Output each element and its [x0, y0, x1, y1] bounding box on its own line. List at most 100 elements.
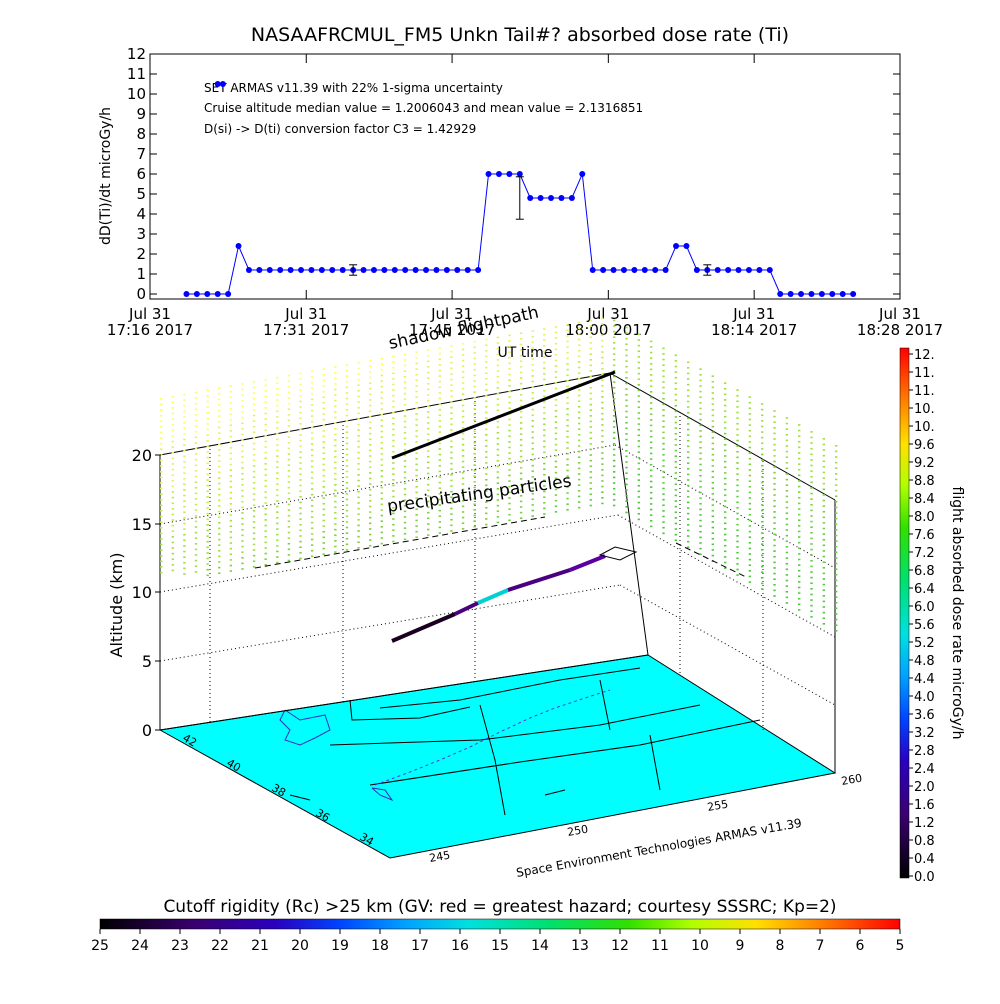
particle-mark	[438, 498, 442, 501]
particle-mark	[797, 463, 801, 465]
particle-mark	[252, 566, 256, 568]
particle-mark	[589, 319, 592, 322]
particle-mark	[183, 404, 186, 407]
particle-mark	[543, 473, 546, 476]
particle-mark	[797, 446, 801, 449]
particle-mark	[357, 401, 360, 403]
particle-mark	[810, 543, 813, 545]
data-point	[183, 291, 190, 297]
particle-mark	[711, 515, 715, 518]
particle-mark	[760, 487, 764, 489]
particle-mark	[241, 562, 244, 565]
particle-mark	[554, 398, 558, 401]
particle-mark	[723, 432, 727, 435]
particle-mark	[264, 524, 267, 527]
shadow-flightpath-left	[254, 516, 546, 569]
particle-mark	[649, 413, 653, 416]
particle-mark	[612, 392, 616, 395]
particle-mark	[206, 484, 209, 487]
particle-mark	[760, 543, 764, 545]
particle-mark	[625, 377, 628, 379]
particle-mark	[450, 524, 453, 527]
particle-mark	[773, 583, 776, 586]
particle-mark	[773, 471, 776, 474]
particle-mark	[380, 419, 383, 422]
particle-mark	[797, 609, 801, 611]
chart-title: NASAAFRCMUL_FM5 Unkn Tail#? absorbed dos…	[251, 24, 789, 46]
particle-mark	[773, 511, 776, 513]
particle-mark	[160, 487, 163, 490]
particle-mark	[357, 373, 360, 375]
particle-mark	[577, 506, 581, 509]
particle-mark	[427, 517, 430, 520]
particle-mark	[810, 616, 813, 618]
particle-mark	[450, 507, 453, 510]
particle-mark	[403, 499, 407, 501]
particle-mark	[241, 456, 244, 458]
particle-mark	[160, 420, 163, 423]
particle-mark	[403, 532, 407, 535]
particle-mark	[276, 477, 279, 480]
particle-mark	[287, 442, 291, 444]
particle-mark	[601, 379, 604, 381]
particle-mark	[392, 428, 395, 431]
altitude-tick-label: 15	[132, 515, 152, 534]
particle-mark	[334, 450, 337, 452]
particle-mark	[241, 534, 244, 537]
particle-mark	[229, 418, 233, 421]
particle-mark	[711, 386, 715, 389]
particle-mark	[543, 378, 546, 381]
particle-mark	[334, 394, 337, 396]
particle-mark	[736, 445, 739, 447]
particle-mark	[508, 418, 511, 421]
particle-mark	[543, 367, 546, 370]
rigidity-colorbar-tick-label: 19	[331, 938, 349, 954]
particle-mark	[241, 484, 244, 486]
particle-mark	[299, 439, 302, 442]
data-point	[798, 291, 805, 297]
particle-mark	[674, 477, 678, 480]
particle-mark	[699, 463, 702, 466]
particle-mark	[461, 387, 465, 390]
particle-mark	[496, 336, 500, 339]
particle-mark	[415, 418, 418, 421]
particle-mark	[322, 446, 325, 449]
data-point	[277, 267, 284, 273]
particle-mark	[403, 420, 407, 423]
particle-mark	[473, 385, 476, 388]
particle-mark	[566, 363, 569, 365]
particle-mark	[380, 441, 383, 444]
particle-mark	[785, 540, 789, 543]
particle-mark	[310, 544, 314, 546]
particle-mark	[686, 495, 690, 498]
particle-mark	[822, 555, 826, 558]
particle-mark	[723, 449, 727, 452]
particle-mark	[543, 457, 546, 459]
particle-mark	[508, 469, 511, 471]
particle-mark	[241, 416, 244, 419]
particle-mark	[183, 500, 186, 502]
particle-mark	[577, 484, 581, 487]
particle-mark	[496, 420, 500, 423]
particle-mark	[241, 472, 244, 475]
particle-mark	[822, 482, 826, 485]
particle-mark	[264, 384, 267, 387]
aircraft-icon	[598, 546, 638, 561]
particle-mark	[276, 516, 279, 519]
particle-mark	[403, 415, 407, 417]
map-road	[544, 789, 566, 796]
particle-mark	[577, 366, 581, 369]
particle-mark	[723, 494, 727, 497]
particle-mark	[566, 464, 569, 466]
particle-mark	[252, 476, 256, 478]
particle-mark	[601, 457, 604, 460]
particle-mark	[601, 435, 604, 437]
particle-mark	[637, 389, 641, 392]
particle-mark	[322, 430, 325, 432]
particle-mark	[674, 438, 678, 441]
particle-mark	[461, 466, 465, 468]
particle-mark	[357, 418, 360, 420]
particle-mark	[736, 507, 739, 509]
particle-mark	[543, 401, 546, 403]
particle-mark	[625, 354, 628, 357]
